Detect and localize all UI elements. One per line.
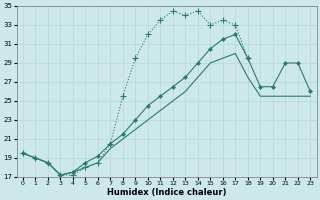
X-axis label: Humidex (Indice chaleur): Humidex (Indice chaleur) bbox=[107, 188, 226, 197]
